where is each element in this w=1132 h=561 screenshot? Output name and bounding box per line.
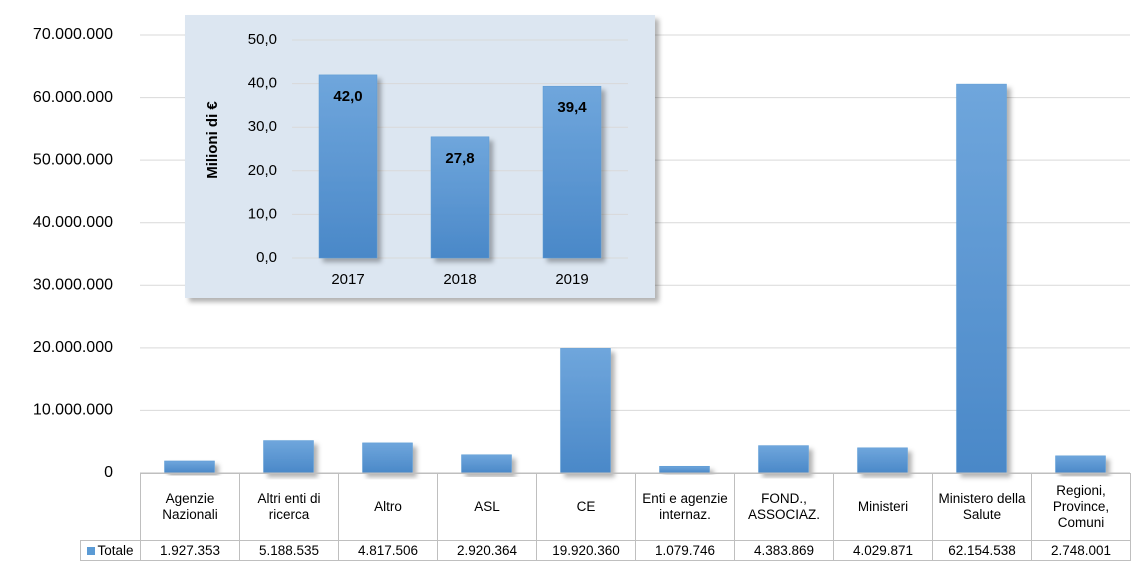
bar bbox=[1055, 455, 1106, 474]
y-axis-label: Milioni di € bbox=[204, 101, 221, 179]
value-cell: 62.154.538 bbox=[932, 540, 1032, 561]
y-tick-label: 70.000.000 bbox=[33, 26, 113, 43]
y-tick-label: 10.000.000 bbox=[33, 402, 113, 419]
value-cell: 2.920.364 bbox=[437, 540, 537, 561]
category-cell: Regioni, Province, Comuni bbox=[1031, 473, 1131, 541]
category-cell-text: Altro bbox=[374, 499, 402, 514]
value-cell-text: 4.383.869 bbox=[753, 542, 815, 558]
value-cell-text: 19.920.360 bbox=[552, 542, 620, 558]
value-cell: 1.079.746 bbox=[635, 540, 735, 561]
value-cell-text: 4.817.506 bbox=[357, 542, 419, 558]
bar bbox=[956, 83, 1007, 474]
bar bbox=[542, 85, 602, 259]
x-tick-label: 2018 bbox=[443, 271, 476, 288]
value-cell-text: 4.029.871 bbox=[852, 542, 914, 558]
bar bbox=[659, 465, 710, 474]
bar bbox=[758, 445, 809, 474]
category-cell: Altri enti di ricerca bbox=[239, 473, 339, 541]
x-tick-label: 2019 bbox=[555, 271, 588, 288]
category-cell: FOND., ASSOCIAZ. bbox=[734, 473, 834, 541]
bar bbox=[164, 460, 215, 474]
bar bbox=[560, 348, 611, 474]
value-cell-text: 62.154.538 bbox=[948, 542, 1016, 558]
y-tick-label: 10,0 bbox=[248, 205, 277, 222]
y-tick-label: 60.000.000 bbox=[33, 89, 113, 106]
category-cell-text: Ministero della Salute bbox=[938, 491, 1026, 522]
y-tick-label: 20,0 bbox=[248, 162, 277, 179]
legend-swatch bbox=[87, 546, 96, 555]
bar bbox=[461, 454, 512, 474]
category-cell-text: Altri enti di ricerca bbox=[257, 491, 321, 522]
value-cell-text: 5.188.535 bbox=[258, 542, 320, 558]
value-cell: 19.920.360 bbox=[536, 540, 636, 561]
category-cell-text: Regioni, Province, Comuni bbox=[1052, 483, 1110, 530]
value-cell-text: 1.927.353 bbox=[159, 542, 221, 558]
y-tick-label: 30.000.000 bbox=[33, 277, 113, 294]
bar bbox=[318, 74, 378, 259]
value-cell-text: 1.079.746 bbox=[654, 542, 716, 558]
legend-cell: Totale bbox=[80, 540, 141, 561]
category-cell: Agenzie Nazionali bbox=[140, 473, 240, 541]
category-cell: Ministero della Salute bbox=[932, 473, 1032, 541]
category-cell-text: FOND., ASSOCIAZ. bbox=[747, 491, 820, 522]
category-cell: CE bbox=[536, 473, 636, 541]
value-cell: 2.748.001 bbox=[1031, 540, 1131, 561]
category-cell-text: Ministeri bbox=[857, 499, 909, 514]
x-tick-label: 2017 bbox=[331, 271, 364, 288]
value-cell-text: 2.920.364 bbox=[456, 542, 518, 558]
data-label: 27,8 bbox=[445, 150, 474, 167]
category-cell-text: Agenzie Nazionali bbox=[162, 491, 218, 522]
value-cell: 5.188.535 bbox=[239, 540, 339, 561]
category-cell-text: CE bbox=[576, 499, 596, 514]
category-cell-text: Enti e agenzie internaz. bbox=[642, 491, 728, 522]
category-cell: Altro bbox=[338, 473, 438, 541]
y-tick-label: 40.000.000 bbox=[33, 214, 113, 231]
y-tick-label: 50.000.000 bbox=[33, 151, 113, 168]
y-tick-label: 40,0 bbox=[248, 75, 277, 92]
bar bbox=[430, 136, 490, 259]
value-cell: 1.927.353 bbox=[140, 540, 240, 561]
data-label: 42,0 bbox=[333, 88, 362, 105]
data-label: 39,4 bbox=[557, 99, 587, 116]
category-cell: Enti e agenzie internaz. bbox=[635, 473, 735, 541]
category-cell: Ministeri bbox=[833, 473, 933, 541]
y-tick-label: 0,0 bbox=[256, 249, 277, 266]
category-cell: ASL bbox=[437, 473, 537, 541]
value-cell: 4.817.506 bbox=[338, 540, 438, 561]
bar bbox=[857, 447, 908, 474]
value-cell: 4.029.871 bbox=[833, 540, 933, 561]
value-cell-text: 2.748.001 bbox=[1050, 542, 1112, 558]
y-tick-label: 20.000.000 bbox=[33, 339, 113, 356]
value-cell: 4.383.869 bbox=[734, 540, 834, 561]
y-tick-label: 0 bbox=[104, 464, 113, 481]
category-cell-text: ASL bbox=[474, 499, 500, 514]
bar bbox=[263, 440, 314, 474]
y-tick-label: 30,0 bbox=[248, 118, 277, 135]
bar bbox=[362, 442, 413, 474]
legend-cell-text: Totale bbox=[97, 542, 134, 558]
y-tick-label: 50,0 bbox=[248, 31, 277, 48]
